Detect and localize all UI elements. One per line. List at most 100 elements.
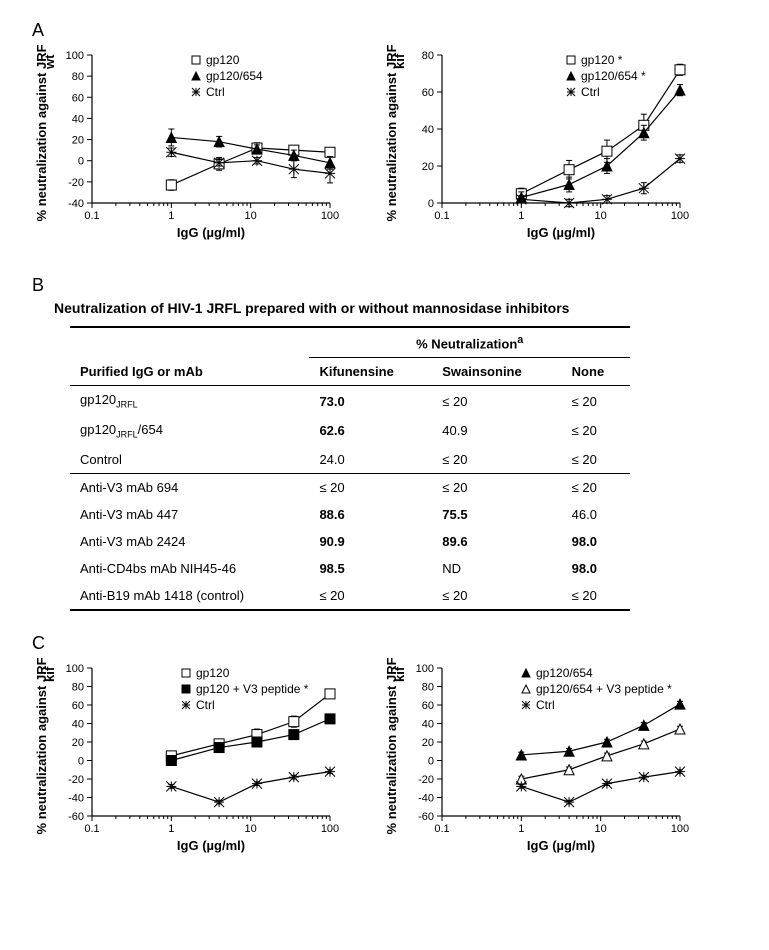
row-label: Anti-B19 mAb 1418 (control) <box>70 582 309 610</box>
svg-text:100: 100 <box>321 823 339 835</box>
svg-text:IgG (µg/ml): IgG (µg/ml) <box>177 225 245 240</box>
svg-text:100: 100 <box>321 210 339 222</box>
svg-text:Ctrl: Ctrl <box>206 85 225 99</box>
svg-text:kif: kif <box>392 666 407 682</box>
cell: ND <box>432 555 561 582</box>
cell: 75.5 <box>432 501 561 528</box>
svg-text:% neutralization against JRFL: % neutralization against JRFL <box>34 45 49 221</box>
svg-text:20: 20 <box>72 135 84 147</box>
chart-c-left: -60-40-200204060801000.1110100IgG (µg/ml… <box>30 658 340 858</box>
cell: ≤ 20 <box>309 473 432 501</box>
col-kif: Kifunensine <box>309 358 432 386</box>
cell: ≤ 20 <box>309 582 432 610</box>
svg-text:% neutralization against JRFL: % neutralization against JRFL <box>34 658 49 834</box>
svg-text:kif: kif <box>42 666 57 682</box>
svg-text:60: 60 <box>72 700 84 712</box>
svg-text:-40: -40 <box>68 198 84 210</box>
svg-text:100: 100 <box>671 210 689 222</box>
svg-text:10: 10 <box>245 823 257 835</box>
row-label: Anti-V3 mAb 447 <box>70 501 309 528</box>
cell: ≤ 20 <box>562 473 630 501</box>
cell: ≤ 20 <box>432 386 561 416</box>
svg-text:% neutralization against JRFL: % neutralization against JRFL <box>384 658 399 834</box>
svg-text:0: 0 <box>428 198 434 210</box>
svg-text:100: 100 <box>671 823 689 835</box>
svg-text:1: 1 <box>518 210 524 222</box>
row-label: Anti-V3 mAb 2424 <box>70 528 309 555</box>
svg-text:gp120 *: gp120 * <box>581 53 623 67</box>
chart-a-right: 0204060800.1110100IgG (µg/ml)% neutraliz… <box>380 45 690 245</box>
cell: 24.0 <box>309 446 432 474</box>
svg-text:-20: -20 <box>68 774 84 786</box>
svg-text:20: 20 <box>422 161 434 173</box>
svg-text:gp120/654: gp120/654 <box>536 666 593 680</box>
svg-text:gp120: gp120 <box>196 666 230 680</box>
svg-text:100: 100 <box>66 663 84 675</box>
row-label: Anti-V3 mAb 694 <box>70 473 309 501</box>
cell: 98.0 <box>562 528 630 555</box>
svg-text:60: 60 <box>422 700 434 712</box>
svg-text:-20: -20 <box>68 177 84 189</box>
panel-c-label: C <box>32 633 739 654</box>
cell: ≤ 20 <box>562 446 630 474</box>
svg-text:gp120: gp120 <box>206 53 240 67</box>
svg-text:10: 10 <box>595 823 607 835</box>
cell: ≤ 20 <box>432 582 561 610</box>
cell: ≤ 20 <box>432 473 561 501</box>
panel-c-row: -60-40-200204060801000.1110100IgG (µg/ml… <box>30 658 739 858</box>
svg-text:80: 80 <box>422 50 434 62</box>
svg-text:Ctrl: Ctrl <box>536 698 555 712</box>
cell: ≤ 20 <box>432 446 561 474</box>
cell: 89.6 <box>432 528 561 555</box>
svg-text:gp120/654: gp120/654 <box>206 69 263 83</box>
svg-text:gp120/654 + V3 peptide *: gp120/654 + V3 peptide * <box>536 682 672 696</box>
cell: 62.6 <box>309 416 432 446</box>
svg-text:gp120/654 *: gp120/654 * <box>581 69 646 83</box>
row-label: Anti-CD4bs mAb NIH45-46 <box>70 555 309 582</box>
panel-b-label: B <box>32 275 739 296</box>
svg-text:40: 40 <box>422 124 434 136</box>
svg-text:-40: -40 <box>68 792 84 804</box>
row-label: gp120JRFL/654 <box>70 416 309 446</box>
cell: 98.0 <box>562 555 630 582</box>
svg-text:10: 10 <box>245 210 257 222</box>
svg-text:60: 60 <box>422 87 434 99</box>
group-head-text: % Neutralization <box>416 336 517 351</box>
svg-text:Ctrl: Ctrl <box>196 698 215 712</box>
svg-text:wt: wt <box>42 54 57 70</box>
svg-text:100: 100 <box>416 663 434 675</box>
svg-text:40: 40 <box>422 718 434 730</box>
cell: 46.0 <box>562 501 630 528</box>
cell: 98.5 <box>309 555 432 582</box>
panel-a-label: A <box>32 20 739 41</box>
cell: ≤ 20 <box>562 416 630 446</box>
svg-text:0.1: 0.1 <box>84 823 99 835</box>
svg-text:20: 20 <box>72 737 84 749</box>
svg-text:100: 100 <box>66 50 84 62</box>
svg-text:40: 40 <box>72 718 84 730</box>
svg-text:0.1: 0.1 <box>84 210 99 222</box>
svg-text:10: 10 <box>595 210 607 222</box>
group-head-sup: a <box>517 334 523 346</box>
svg-text:1: 1 <box>168 210 174 222</box>
col-sw: Swainsonine <box>432 358 561 386</box>
cell: 73.0 <box>309 386 432 416</box>
svg-text:kif: kif <box>392 53 407 69</box>
svg-text:1: 1 <box>518 823 524 835</box>
svg-text:IgG (µg/ml): IgG (µg/ml) <box>527 225 595 240</box>
col-none: None <box>562 358 630 386</box>
svg-text:-60: -60 <box>418 811 434 823</box>
row-label: gp120JRFL <box>70 386 309 416</box>
svg-text:gp120 + V3 peptide *: gp120 + V3 peptide * <box>196 682 309 696</box>
svg-text:80: 80 <box>422 681 434 693</box>
svg-text:-40: -40 <box>418 792 434 804</box>
cell: 88.6 <box>309 501 432 528</box>
svg-text:80: 80 <box>72 71 84 83</box>
table-title: Neutralization of HIV-1 JRFL prepared wi… <box>54 300 739 316</box>
svg-text:20: 20 <box>422 737 434 749</box>
cell: 90.9 <box>309 528 432 555</box>
cell: ≤ 20 <box>562 386 630 416</box>
svg-text:0: 0 <box>428 755 434 767</box>
svg-text:80: 80 <box>72 681 84 693</box>
svg-text:60: 60 <box>72 92 84 104</box>
